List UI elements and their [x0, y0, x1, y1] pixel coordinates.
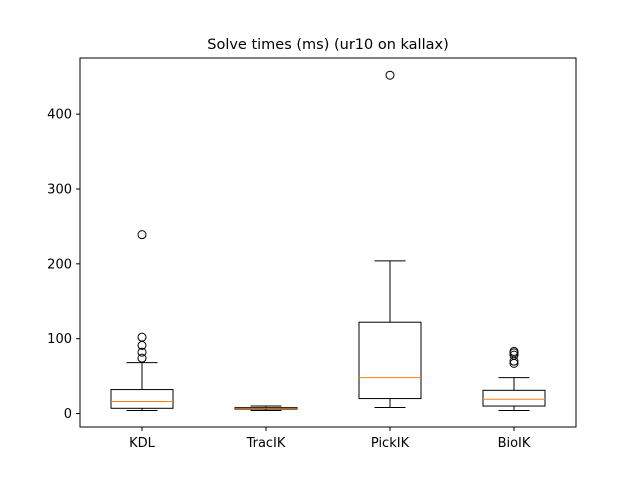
y-tick-label: 300 — [47, 182, 72, 197]
chart-title: Solve times (ms) (ur10 on kallax) — [207, 37, 449, 53]
outlier-point — [509, 346, 519, 356]
y-tick-label: 100 — [47, 332, 72, 347]
x-tick-label: BioIK — [498, 436, 531, 451]
outlier-point — [385, 70, 395, 80]
outlier-point — [137, 347, 147, 357]
outlier-point — [509, 350, 519, 360]
outlier-point — [137, 353, 147, 363]
plot-area: 0 100 200 300 400 KDL TracIK PickIK BioIK — [47, 70, 546, 451]
y-tick-label: 400 — [47, 108, 72, 123]
x-tick-label: TracIK — [246, 436, 286, 451]
box-group-kdl — [110, 230, 174, 412]
y-tick-label: 200 — [47, 257, 72, 272]
box-group-pickik — [358, 70, 422, 409]
iqr-box — [110, 389, 174, 409]
box-group-bioik — [482, 346, 546, 412]
x-tick-label: PickIK — [371, 436, 410, 451]
box-group-tracik — [234, 405, 298, 412]
y-tick-label: 0 — [64, 407, 72, 422]
outlier-point — [137, 332, 147, 342]
iqr-box — [358, 321, 422, 400]
x-tick-label: KDL — [129, 436, 156, 451]
axes-frame — [79, 57, 577, 428]
iqr-box — [482, 389, 546, 407]
outlier-point — [137, 230, 147, 240]
